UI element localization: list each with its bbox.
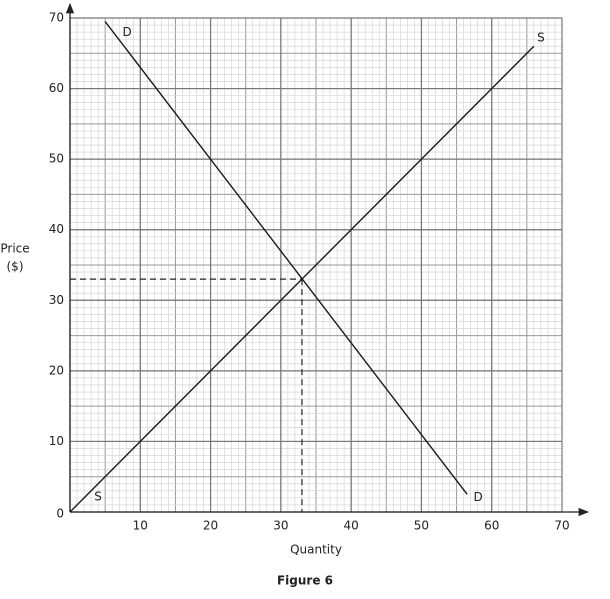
y-tick-label: 0: [56, 507, 64, 521]
y-tick-label: 70: [49, 11, 64, 25]
x-tick-label: 20: [203, 519, 218, 533]
x-tick-label: 60: [484, 519, 499, 533]
x-tick-label: 70: [554, 519, 569, 533]
line-label: D: [123, 25, 132, 39]
x-axis-label: Quantity: [290, 543, 342, 557]
line-label: S: [537, 31, 545, 45]
y-tick-label: 50: [49, 152, 64, 166]
y-axis-label: Price: [0, 242, 29, 256]
grid: [69, 17, 563, 513]
series-line: [69, 45, 535, 513]
x-tick-label: 30: [273, 519, 288, 533]
x-tick-label: 10: [133, 519, 148, 533]
line-label: S: [94, 490, 102, 504]
caption: Figure 6: [277, 574, 333, 588]
x-tick-label: 40: [344, 519, 359, 533]
line-label: D: [473, 490, 482, 504]
x-tick-label: 50: [414, 519, 429, 533]
y-axis-label: ($): [7, 260, 24, 274]
series-line: [104, 21, 468, 495]
y-tick-label: 30: [49, 293, 64, 307]
y-tick-label: 20: [49, 363, 64, 377]
y-tick-label: 10: [49, 434, 64, 448]
y-tick-label: 40: [49, 222, 64, 236]
y-tick-label: 60: [49, 81, 64, 95]
